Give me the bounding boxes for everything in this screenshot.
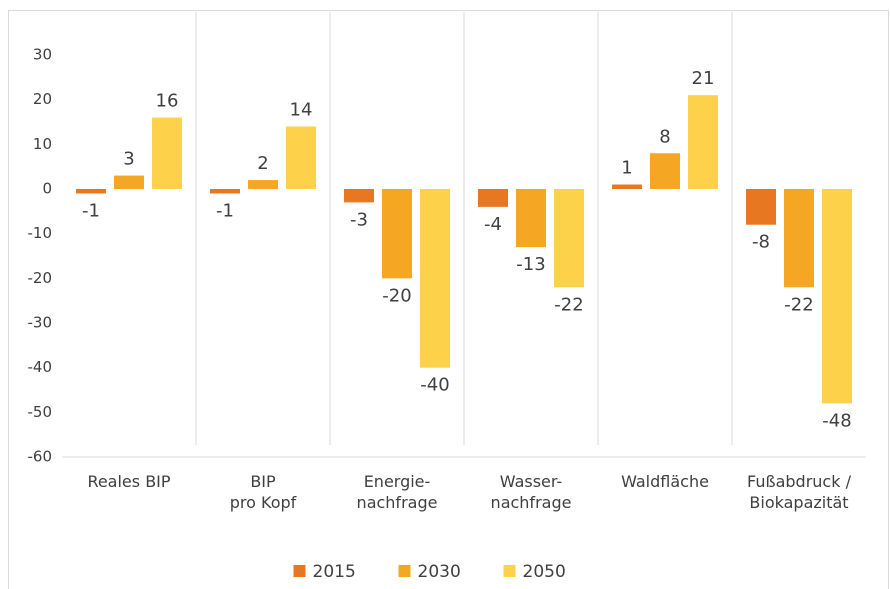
x-tick-label: Fußabdruck / Biokapazität bbox=[747, 472, 852, 512]
value-label: 3 bbox=[123, 149, 134, 170]
bar bbox=[286, 126, 316, 189]
value-label: -4 bbox=[484, 214, 502, 235]
x-tick-line: nachfrage bbox=[491, 493, 572, 512]
y-tick-label: -60 bbox=[28, 448, 53, 466]
bar bbox=[210, 189, 240, 194]
legend-label: 2050 bbox=[523, 562, 566, 582]
x-tick-line: pro Kopf bbox=[230, 493, 297, 512]
legend-label: 2015 bbox=[313, 562, 356, 582]
x-tick-label: BIP pro Kopf bbox=[230, 472, 297, 512]
x-tick-line: Wasser- bbox=[500, 472, 562, 491]
y-tick-label: -50 bbox=[28, 403, 53, 421]
y-tick-label: -10 bbox=[28, 224, 53, 242]
bar bbox=[822, 189, 852, 404]
value-label: -48 bbox=[822, 410, 851, 431]
bar bbox=[248, 180, 278, 189]
bar bbox=[382, 189, 412, 279]
value-label: 1 bbox=[621, 158, 632, 179]
value-label: 8 bbox=[659, 126, 670, 147]
legend-swatch bbox=[293, 565, 306, 577]
bar bbox=[114, 175, 144, 189]
y-tick-label: 20 bbox=[33, 90, 52, 108]
bar bbox=[516, 189, 546, 248]
value-label: -22 bbox=[554, 294, 583, 315]
x-tick-label: Wasser-nachfrage bbox=[491, 472, 572, 512]
bar bbox=[688, 95, 718, 189]
y-tick-label: -30 bbox=[28, 314, 53, 332]
legend-swatch bbox=[503, 565, 516, 577]
bar bbox=[344, 189, 374, 203]
x-tick-line: nachfrage bbox=[357, 493, 438, 512]
value-label: -40 bbox=[420, 375, 449, 396]
bar bbox=[554, 189, 584, 288]
x-tick-line: Energie- bbox=[364, 472, 431, 491]
value-label: 2 bbox=[257, 153, 268, 174]
x-tick-label: Energie-nachfrage bbox=[357, 472, 438, 512]
x-tick-line: BIP bbox=[250, 472, 276, 491]
bar bbox=[746, 189, 776, 225]
x-tick-line: Biokapazität bbox=[749, 493, 848, 512]
bar bbox=[152, 117, 182, 189]
y-tick-label: -20 bbox=[28, 269, 53, 287]
bar bbox=[478, 189, 508, 207]
value-label: -1 bbox=[216, 200, 234, 221]
bar bbox=[76, 189, 106, 194]
value-label: -20 bbox=[382, 285, 411, 306]
bar bbox=[650, 153, 680, 189]
value-label: -3 bbox=[350, 209, 368, 230]
x-tick-line: Fußabdruck / bbox=[747, 472, 852, 491]
value-label: -22 bbox=[784, 294, 813, 315]
y-tick-label: 0 bbox=[42, 180, 52, 198]
value-label: 14 bbox=[290, 99, 313, 120]
bar bbox=[420, 189, 450, 368]
x-tick-label: Waldfläche bbox=[621, 472, 709, 491]
legend-swatch bbox=[398, 565, 411, 577]
x-tick-line: Reales BIP bbox=[87, 472, 170, 491]
value-label: -13 bbox=[516, 254, 545, 275]
value-label: 21 bbox=[692, 68, 715, 89]
value-label: 16 bbox=[156, 91, 179, 112]
y-tick-label: 10 bbox=[33, 135, 52, 153]
chart-frame bbox=[8, 10, 889, 589]
x-tick-label: Reales BIP bbox=[87, 472, 170, 491]
y-tick-label: -40 bbox=[28, 358, 53, 376]
value-label: -8 bbox=[752, 232, 770, 253]
value-label: -1 bbox=[82, 200, 100, 221]
y-tick-label: 30 bbox=[33, 46, 52, 64]
legend-label: 2030 bbox=[418, 562, 461, 582]
bar bbox=[784, 189, 814, 288]
x-tick-line: Waldfläche bbox=[621, 472, 709, 491]
bar bbox=[612, 184, 642, 189]
